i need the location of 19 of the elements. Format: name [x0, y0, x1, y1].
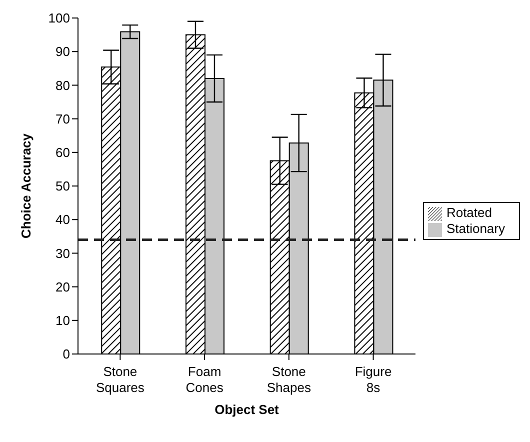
- x-tick-label: Stone Shapes: [266, 364, 312, 395]
- x-axis-title: Object Set: [214, 402, 280, 417]
- y-tick-label: 60: [56, 145, 70, 160]
- legend-label: Stationary: [446, 221, 505, 236]
- x-tick-label: Foam Cones: [186, 364, 224, 395]
- legend-label: Rotated: [446, 205, 492, 220]
- y-tick-label: 50: [56, 178, 70, 194]
- y-tick-label: 10: [56, 313, 70, 328]
- y-axis-title: Choice Accuracy: [18, 132, 34, 239]
- y-tick-label: 20: [56, 279, 70, 294]
- y-tick-label: 80: [56, 78, 70, 93]
- y-tick-label: 0: [62, 346, 70, 362]
- y-tick-label: 100: [48, 10, 70, 26]
- x-tick-label: Stone Squares: [96, 364, 145, 395]
- y-tick-label: 30: [56, 246, 70, 261]
- y-tick-label: 70: [56, 111, 70, 126]
- y-tick-label: 40: [56, 212, 70, 228]
- x-tick-label: Figure 8s: [354, 364, 392, 395]
- y-tick-label: 90: [56, 44, 70, 60]
